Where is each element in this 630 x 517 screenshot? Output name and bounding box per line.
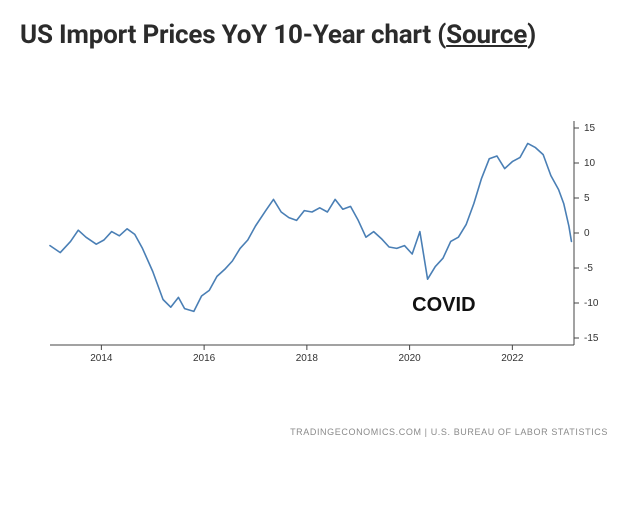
page-title: US Import Prices YoY 10-Year chart (Sour… [20,18,610,53]
svg-text:10: 10 [584,158,596,169]
chart-source-attribution: TRADINGECONOMICS.COM | U.S. BUREAU OF LA… [290,427,608,437]
svg-text:2014: 2014 [90,353,113,364]
svg-text:2022: 2022 [501,353,524,364]
svg-text:2016: 2016 [193,353,216,364]
source-paren-close: ) [527,20,536,50]
title-text: US Import Prices YoY 10-Year chart [20,20,437,50]
svg-text:-10: -10 [584,298,599,309]
svg-text:15: 15 [584,123,596,134]
source-link[interactable]: Source [446,20,527,50]
svg-text:2018: 2018 [296,353,319,364]
svg-text:-5: -5 [584,263,593,274]
source-paren-open: ( [437,20,446,50]
svg-text:0: 0 [584,228,590,239]
svg-text:5: 5 [584,193,590,204]
line-chart: 2014 2016 2018 2020 2022 -15 -10 -5 0 5 10 15 [28,113,618,373]
svg-text:2020: 2020 [398,353,421,364]
chart-container: 2014 2016 2018 2020 2022 -15 -10 -5 0 5 10 15 COVID… [28,113,618,413]
covid-annotation: COVID [412,294,475,317]
svg-text:-15: -15 [584,333,599,344]
